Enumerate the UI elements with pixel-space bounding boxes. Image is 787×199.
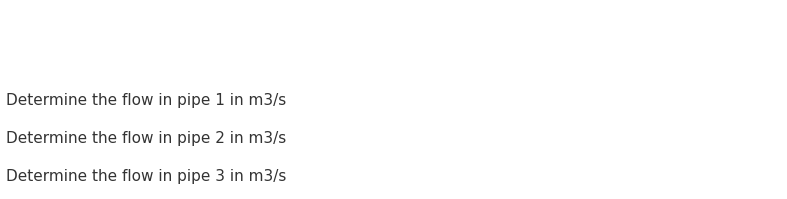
Text: Determine the flow in pipe 1 in m3/s: Determine the flow in pipe 1 in m3/s [6, 93, 286, 107]
Text: Determine the flow in pipe 2 in m3/s: Determine the flow in pipe 2 in m3/s [6, 131, 286, 145]
Text: Given the following data for three pipes in parallel: Pipe 1: D1 = 450 mm, L1 = : Given the following data for three pipes… [6, 7, 783, 21]
Text: 2: D2 = 400 mm, L2 = 700 m ; Pipe 3: D3 = 500 mm, L3 = 600 m. The total flow is : 2: D2 = 400 mm, L2 = 700 m ; Pipe 3: D3 … [6, 31, 771, 47]
Text: Determine the flow in pipe 3 in m3/s: Determine the flow in pipe 3 in m3/s [6, 169, 286, 183]
Text: Assume f = 0.02 for all pipes: Assume f = 0.02 for all pipes [6, 57, 245, 71]
